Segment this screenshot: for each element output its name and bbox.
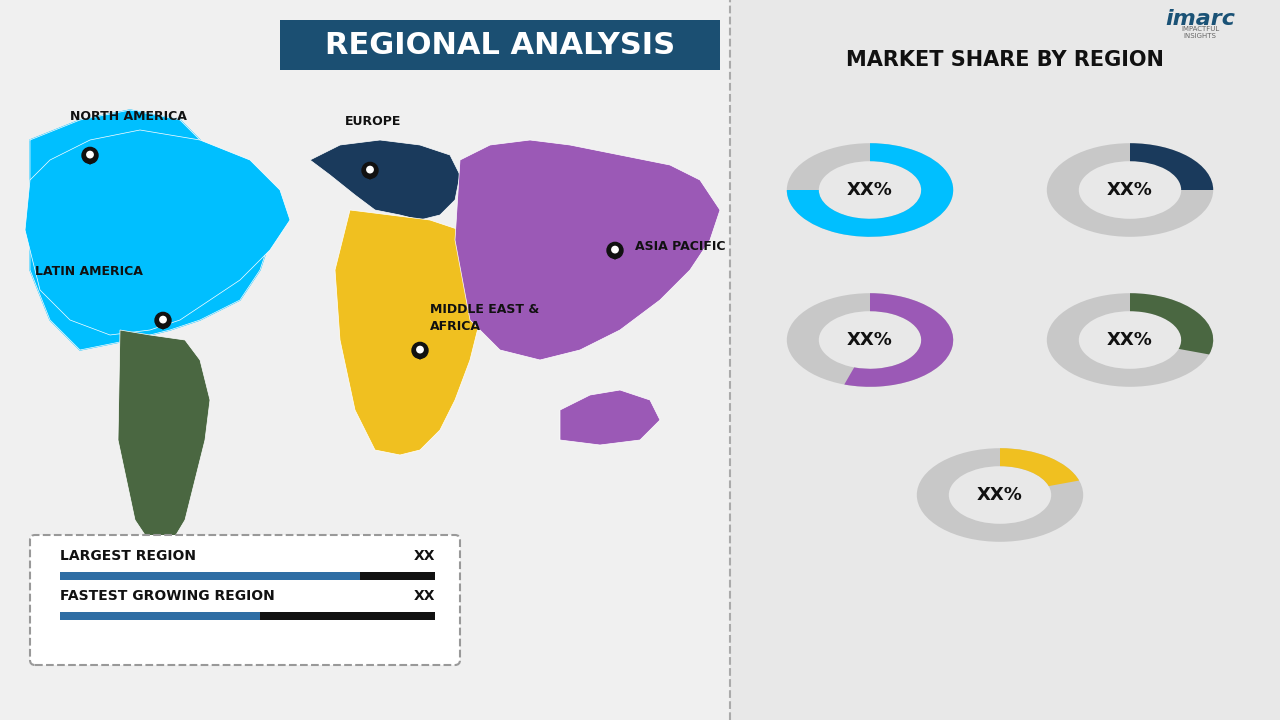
Text: NORTH AMERICA: NORTH AMERICA <box>70 110 187 123</box>
Polygon shape <box>310 140 460 220</box>
Text: XX: XX <box>413 549 435 563</box>
Text: XX%: XX% <box>977 486 1023 504</box>
Circle shape <box>82 148 99 163</box>
Text: XX%: XX% <box>1107 181 1153 199</box>
Circle shape <box>155 312 172 328</box>
Text: XX: XX <box>413 589 435 603</box>
Polygon shape <box>454 140 719 360</box>
Circle shape <box>87 151 93 158</box>
Circle shape <box>417 346 424 353</box>
Polygon shape <box>335 210 490 455</box>
Text: XX%: XX% <box>847 331 893 349</box>
Circle shape <box>607 243 623 258</box>
Text: EUROPE: EUROPE <box>346 115 402 128</box>
Text: REGIONAL ANALYSIS: REGIONAL ANALYSIS <box>325 30 675 60</box>
Polygon shape <box>82 156 99 165</box>
Polygon shape <box>561 390 660 445</box>
Circle shape <box>367 166 374 173</box>
Bar <box>60 572 360 580</box>
Text: ASIA PACIFIC: ASIA PACIFIC <box>635 240 726 253</box>
Bar <box>60 612 260 620</box>
Text: XX%: XX% <box>1107 331 1153 349</box>
Text: IMPACTFUL
INSIGHTS: IMPACTFUL INSIGHTS <box>1181 26 1219 39</box>
Polygon shape <box>26 130 291 335</box>
Text: MARKET SHARE BY REGION: MARKET SHARE BY REGION <box>846 50 1164 70</box>
Polygon shape <box>362 171 378 180</box>
Polygon shape <box>607 251 623 260</box>
Bar <box>260 612 435 620</box>
Circle shape <box>160 316 166 323</box>
Text: LATIN AMERICA: LATIN AMERICA <box>35 265 143 278</box>
Circle shape <box>362 163 378 179</box>
Bar <box>360 572 435 580</box>
Text: LARGEST REGION: LARGEST REGION <box>60 549 196 563</box>
Polygon shape <box>412 351 428 360</box>
Polygon shape <box>29 110 270 350</box>
FancyBboxPatch shape <box>280 20 719 70</box>
Text: FASTEST GROWING REGION: FASTEST GROWING REGION <box>60 589 275 603</box>
Polygon shape <box>118 330 210 550</box>
Circle shape <box>412 343 428 359</box>
Circle shape <box>612 246 618 253</box>
Text: XX%: XX% <box>847 181 893 199</box>
Text: MIDDLE EAST &
AFRICA: MIDDLE EAST & AFRICA <box>430 303 539 333</box>
FancyBboxPatch shape <box>29 535 460 665</box>
Bar <box>730 0 1280 720</box>
Text: imarc: imarc <box>1165 9 1235 29</box>
Polygon shape <box>155 320 172 330</box>
